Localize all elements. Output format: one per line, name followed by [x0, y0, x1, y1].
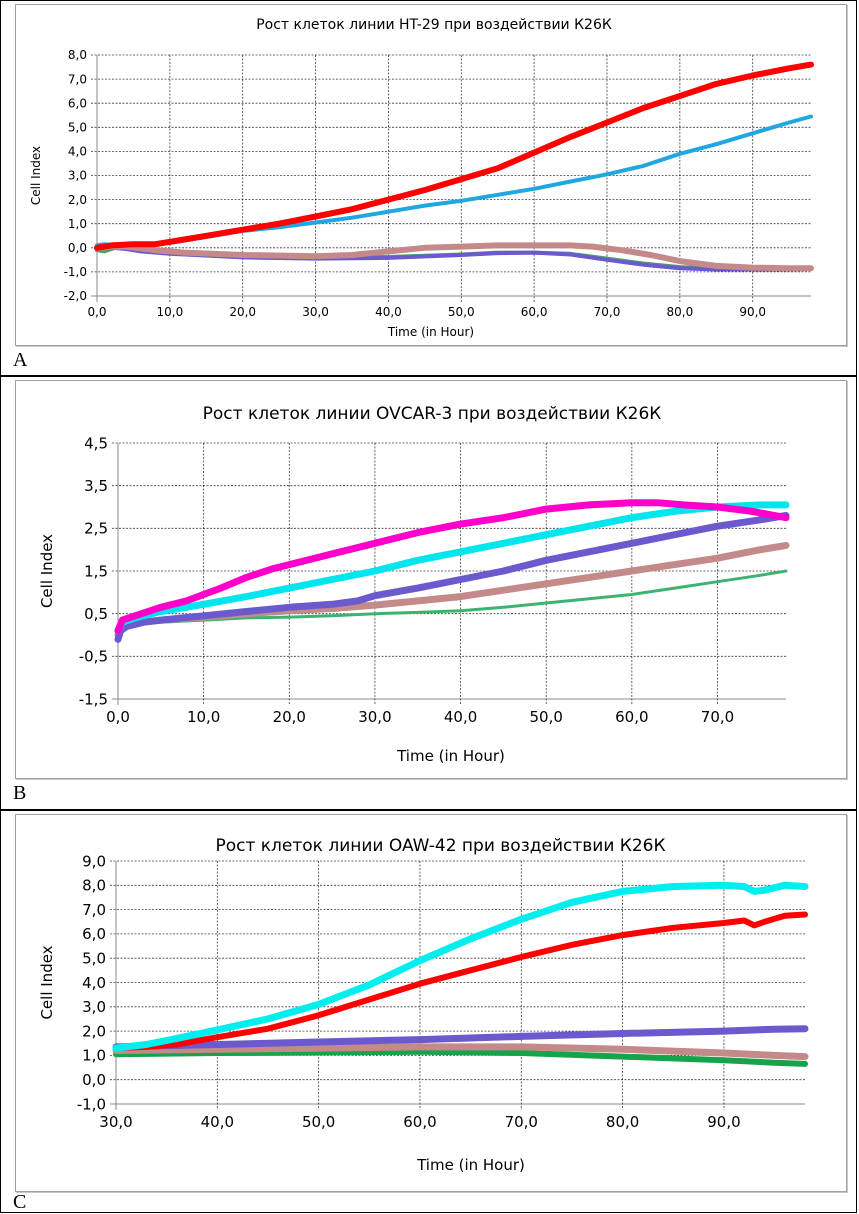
- y-tick-label: 4,0: [68, 145, 87, 159]
- y-tick-label: 2,0: [82, 1022, 106, 1040]
- y-tick-label: 9,0: [82, 852, 106, 870]
- series-line-3: [112, 1025, 809, 1051]
- x-tick-label: 70,0: [701, 708, 734, 726]
- x-tick-label: 30,0: [302, 305, 329, 319]
- chart-title: Рост клеток линии OVCAR-3 при воздействи…: [203, 404, 662, 424]
- y-tick-label: -1,5: [79, 690, 108, 708]
- x-tick-label: 60,0: [403, 1113, 436, 1131]
- y-tick-label: -1,0: [77, 1095, 106, 1113]
- y-tick-label: 5,0: [82, 949, 106, 967]
- chart-a: Рост клеток линии HT-29 при воздействии …: [29, 17, 814, 339]
- x-tick-label: 0,0: [106, 708, 130, 726]
- y-tick-label: 0,0: [68, 241, 87, 255]
- y-tick-label: 2,5: [84, 520, 108, 538]
- x-tick-label: 10,0: [156, 305, 183, 319]
- y-tick-label: -2,0: [64, 289, 87, 303]
- x-tick-label: 90,0: [707, 1113, 740, 1131]
- series-line-3: [114, 512, 790, 643]
- x-axis-label: Time (in Hour): [387, 325, 474, 339]
- panel-label-b: B: [13, 782, 27, 804]
- chart-title: Рост клеток линии OAW-42 при воздействии…: [215, 836, 665, 856]
- y-tick-label: 1,0: [82, 1047, 106, 1065]
- y-tick-label: 7,0: [68, 72, 87, 86]
- x-tick-label: 80,0: [606, 1113, 639, 1131]
- x-tick-label: 70,0: [594, 305, 621, 319]
- x-tick-label: 40,0: [201, 1113, 234, 1131]
- series-line-4: [112, 1043, 809, 1061]
- panel-label-a: A: [13, 349, 28, 371]
- y-tick-label: 0,5: [84, 605, 108, 623]
- series-line-1: [112, 881, 809, 1052]
- y-tick-label: 6,0: [68, 96, 87, 110]
- y-tick-label: 1,0: [68, 217, 87, 231]
- x-axis-label: Time (in Hour): [416, 1156, 525, 1174]
- x-tick-label: 50,0: [302, 1113, 335, 1131]
- y-tick-label: 1,5: [84, 562, 108, 580]
- x-tick-label: 90,0: [739, 305, 766, 319]
- y-tick-label: 0,0: [82, 1071, 106, 1089]
- y-tick-label: 4,0: [82, 974, 106, 992]
- x-tick-label: 50,0: [448, 305, 475, 319]
- y-tick-label: 6,0: [82, 925, 106, 943]
- series-line-2: [114, 501, 790, 635]
- y-tick-label: 3,5: [84, 477, 108, 495]
- y-tick-label: -0,5: [79, 648, 108, 666]
- x-tick-label: 80,0: [666, 305, 693, 319]
- x-tick-label: 50,0: [530, 708, 563, 726]
- y-tick-label: 3,0: [68, 169, 87, 183]
- x-tick-label: 30,0: [99, 1113, 132, 1131]
- chart-b: Рост клеток линии OVCAR-3 при воздействи…: [38, 404, 790, 765]
- series-line-5: [113, 1048, 808, 1067]
- y-axis-label: Cell Index: [29, 146, 43, 205]
- y-tick-label: 2,0: [68, 193, 87, 207]
- chart-a-area: Рост клеток линии HT-29 при воздействии …: [15, 4, 847, 346]
- x-tick-label: 30,0: [358, 708, 391, 726]
- x-tick-label: 60,0: [615, 708, 648, 726]
- series-line-1: [114, 499, 790, 635]
- chart-title: Рост клеток линии HT-29 при воздействии …: [256, 17, 612, 33]
- y-tick-label: -1,0: [64, 265, 87, 279]
- x-tick-label: 20,0: [229, 305, 256, 319]
- x-tick-label: 10,0: [187, 708, 220, 726]
- x-tick-label: 70,0: [505, 1113, 538, 1131]
- panel-b: Рост клеток линии OVCAR-3 при воздействи…: [0, 376, 857, 810]
- x-tick-label: 60,0: [521, 305, 548, 319]
- panel-a: Рост клеток линии HT-29 при воздействии …: [0, 0, 857, 376]
- y-tick-label: 3,0: [82, 998, 106, 1016]
- y-tick-label: 5,0: [68, 121, 87, 135]
- y-tick-label: 4,5: [84, 434, 108, 452]
- y-axis-label: Cell Index: [38, 945, 56, 1019]
- series-line-2: [113, 911, 808, 1052]
- y-tick-label: 7,0: [82, 901, 106, 919]
- panel-c: Рост клеток линии OAW-42 при воздействии…: [0, 810, 857, 1213]
- x-axis-label: Time (in Hour): [396, 747, 505, 765]
- x-tick-label: 40,0: [375, 305, 402, 319]
- chart-c: Рост клеток линии OAW-42 при воздействии…: [38, 836, 809, 1174]
- chart-b-area: Рост клеток линии OVCAR-3 при воздействи…: [15, 380, 847, 779]
- x-tick-label: 0,0: [87, 305, 106, 319]
- chart-c-area: Рост клеток линии OAW-42 при воздействии…: [15, 814, 847, 1192]
- panel-label-c: C: [13, 1191, 27, 1213]
- series-line-3: [94, 242, 814, 272]
- series-line-1: [94, 61, 814, 251]
- y-tick-label: 8,0: [68, 48, 87, 62]
- x-tick-label: 20,0: [273, 708, 306, 726]
- x-tick-label: 40,0: [444, 708, 477, 726]
- y-axis-label: Cell Index: [38, 534, 56, 608]
- y-tick-label: 8,0: [82, 877, 106, 895]
